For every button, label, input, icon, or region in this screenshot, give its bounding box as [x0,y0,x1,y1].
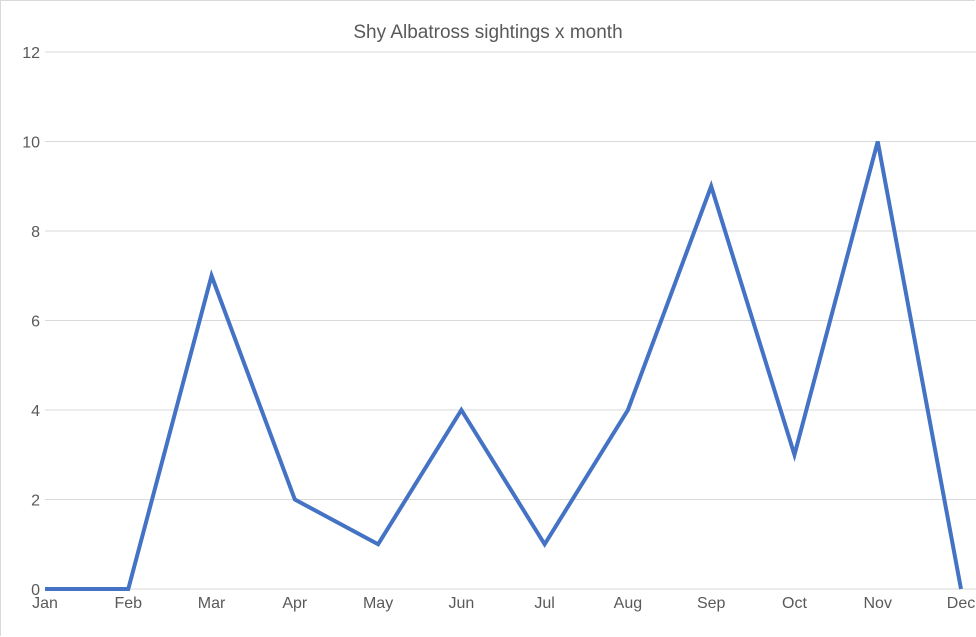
x-tick-label: Sep [697,595,726,612]
x-tick-label: May [363,595,393,612]
y-axis-labels: 0 2 4 6 8 10 12 [22,45,40,599]
x-tick-label: Aug [614,595,642,612]
series-line [45,140,963,591]
x-tick-label: Feb [114,595,142,612]
y-tick-label: 8 [31,224,40,241]
gridlines [45,51,976,590]
x-tick-label: Dec [947,595,975,612]
x-tick-label: Oct [782,595,807,612]
x-tick-label: Nov [864,595,892,612]
y-tick-label: 6 [31,314,40,331]
y-tick-label: 4 [31,403,40,420]
x-tick-label: Jan [32,595,58,612]
x-tick-label: Apr [282,595,308,612]
x-axis-labels: Jan Feb Mar Apr May Jun Jul Aug Sep Oct Nov Dec [32,595,975,612]
chart-title: Shy Albatross sightings x month [353,22,623,43]
x-tick-label: Jun [448,595,474,612]
y-tick-label: 0 [31,582,40,599]
y-tick-label: 2 [31,493,40,510]
y-tick-label: 10 [22,135,40,152]
x-tick-label: Jul [534,595,554,612]
x-tick-label: Mar [198,595,226,612]
y-tick-label: 12 [22,45,40,62]
data-series [45,140,963,591]
